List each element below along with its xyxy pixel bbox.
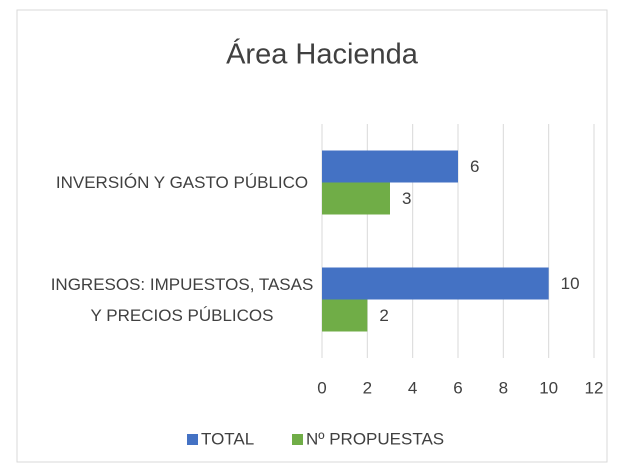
- category-label: INGRESOS: IMPUESTOS, TASAS Y PRECIOS PÚB…: [50, 274, 314, 325]
- bar: [322, 299, 368, 332]
- x-tick-label: 2: [363, 378, 372, 397]
- legend-label: TOTAL: [201, 429, 254, 448]
- data-label: 6: [470, 157, 479, 176]
- x-tick-label: 4: [408, 378, 417, 397]
- category-label: INVERSIÓN Y GASTO PÚBLICO: [55, 173, 309, 192]
- data-label: 10: [561, 274, 580, 293]
- legend-swatch: [187, 434, 198, 445]
- x-tick-label: 6: [453, 378, 462, 397]
- data-label: 3: [402, 189, 411, 208]
- bar: [322, 267, 549, 300]
- chart-frame: [16, 9, 608, 463]
- legend-label: Nº PROPUESTAS: [306, 429, 444, 448]
- x-tick-label: 12: [585, 378, 604, 397]
- x-tick-label: 0: [317, 378, 326, 397]
- data-label: 2: [379, 306, 388, 325]
- x-tick-label: 8: [499, 378, 508, 397]
- legend-swatch: [292, 434, 303, 445]
- x-tick-label: 10: [539, 378, 558, 397]
- bar: [322, 182, 390, 215]
- chart-title: Área Hacienda: [226, 38, 419, 71]
- bar: [322, 150, 458, 183]
